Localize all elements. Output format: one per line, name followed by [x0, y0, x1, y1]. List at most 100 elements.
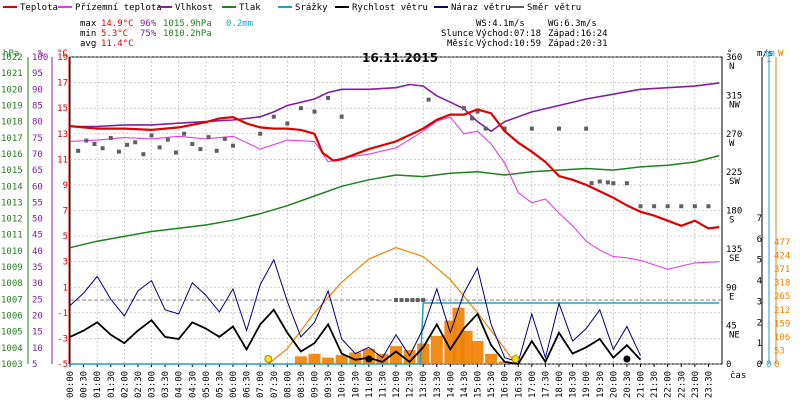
wind-direction-point: [222, 136, 227, 141]
stat-min-label: min: [80, 29, 96, 39]
c-tick: 3: [63, 258, 68, 268]
wind-direction-point: [483, 126, 488, 131]
hpa-tick: 1007: [1, 295, 23, 305]
x-tick: 19:00: [582, 371, 592, 398]
hpa-tick: 1014: [1, 182, 23, 192]
series-line-wind-speed: [69, 308, 642, 365]
mm-axis-label: mm: [764, 49, 775, 59]
wind-direction-point: [271, 114, 276, 119]
pct-tick: 10: [32, 344, 43, 354]
ms-tick: 2: [757, 318, 762, 328]
pct-tick: 30: [32, 279, 43, 289]
gridlines: [70, 56, 722, 365]
x-tick: 05:30: [215, 371, 225, 398]
x-tick: 20:30: [623, 371, 633, 398]
wind-direction-point: [165, 137, 170, 142]
x-tick: 13:30: [433, 371, 443, 398]
x-tick: 00:00: [66, 371, 76, 398]
wind-direction-point: [116, 149, 121, 154]
x-tick: 08:30: [297, 371, 307, 398]
w-tick: 371: [774, 265, 790, 275]
wind-direction-point: [198, 147, 203, 152]
series-line-wind-gust: [69, 258, 641, 363]
w-tick: 106: [774, 333, 790, 343]
wind-direction-point: [692, 204, 697, 209]
deg-tick: 135: [726, 245, 742, 255]
x-tick: 09:00: [311, 371, 321, 398]
x-tick: 10:30: [351, 371, 361, 398]
hpa-tick: 1011: [1, 231, 23, 241]
legend-label-1: Teplota: [20, 3, 58, 13]
x-tick: 05:00: [202, 371, 212, 398]
stat-max-hum: 96%: [140, 19, 157, 29]
x-tick: 14:30: [460, 371, 470, 398]
deg-tick: 0: [726, 360, 731, 370]
hpa-tick: 1022: [1, 53, 23, 63]
ms-tick: 1: [757, 339, 762, 349]
x-tick: 01:30: [107, 371, 117, 398]
ms-tick: 3: [757, 297, 762, 307]
moon-set-marker-icon: [623, 355, 631, 363]
x-tick: 10:00: [338, 371, 348, 398]
x-tick: 15:00: [474, 371, 484, 398]
legend-label-6: Rychlost větru: [352, 3, 428, 13]
wind-direction-point: [76, 148, 81, 153]
wind-direction-point: [394, 298, 398, 303]
wind-direction-point: [584, 126, 589, 131]
deg-dir-tick: S: [729, 216, 734, 226]
x-tick: 02:30: [134, 371, 144, 398]
radiation-bar: [390, 346, 402, 364]
wind-direction-point: [149, 133, 154, 138]
hpa-tick: 1019: [1, 101, 23, 111]
hpa-tick: 1008: [1, 279, 23, 289]
wind-direction-point: [624, 181, 629, 186]
x-tick: 13:00: [419, 371, 429, 398]
deg-dir-tick: SE: [729, 254, 740, 264]
series-line-ground-temp: [69, 116, 720, 270]
radiation-bar: [485, 353, 498, 364]
moon-rise-marker-icon: [365, 355, 373, 363]
deg-tick: 225: [726, 168, 742, 178]
stat-min-press: 1010.2hPa: [163, 29, 212, 39]
wind-direction-point: [461, 106, 466, 111]
x-tick: 09:30: [324, 371, 334, 398]
radiation-bar: [349, 352, 362, 364]
pct-tick: 85: [32, 101, 43, 111]
c-tick: 7: [63, 207, 68, 217]
x-tick: 12:00: [392, 371, 402, 398]
deg-tick: 45: [726, 322, 737, 332]
deg-dir-tick: NW: [729, 100, 740, 110]
ms-axis-label: m/s: [757, 49, 773, 59]
deg-tick: 360: [726, 53, 742, 63]
c-tick: -3: [57, 334, 68, 344]
x-tick: 23:00: [691, 371, 701, 398]
hpa-axis-label: hPa: [3, 49, 19, 59]
deg-axis-label: °: [727, 49, 732, 59]
chart-title: 16.11.2015: [362, 51, 438, 65]
hpa-tick: 1015: [1, 166, 23, 176]
series-line-humidity: [70, 82, 720, 133]
radiation-bar: [460, 330, 473, 364]
w-tick: 159: [774, 319, 790, 329]
legend-label-3: Vlhkost: [175, 3, 213, 13]
stat-avg-label: avg: [80, 39, 96, 49]
pct-tick: 75: [32, 134, 43, 144]
stat-min-temp: 5.3°C: [101, 29, 128, 39]
wind-direction-point: [410, 298, 415, 303]
legend-label-8: Směr větru: [527, 3, 581, 13]
w-tick: 424: [774, 252, 790, 262]
wind-direction-point: [326, 95, 331, 100]
deg-tick: 270: [726, 130, 742, 140]
pct-tick: 95: [32, 69, 43, 79]
radiation-bar: [335, 355, 348, 364]
c-axis-label: °C: [57, 49, 68, 59]
radiation-bar: [376, 353, 389, 364]
stat-min-hum: 75%: [140, 29, 157, 39]
moon-rise-info: Východ:10:59: [476, 39, 541, 49]
c-tick: -5: [57, 360, 68, 370]
x-tick: 06:30: [243, 371, 253, 398]
x-tick: 12:30: [406, 371, 416, 398]
x-tick: 08:00: [283, 371, 293, 398]
legend-label-2: Přízemní teplota: [75, 3, 162, 13]
c-tick: 9: [63, 181, 68, 191]
